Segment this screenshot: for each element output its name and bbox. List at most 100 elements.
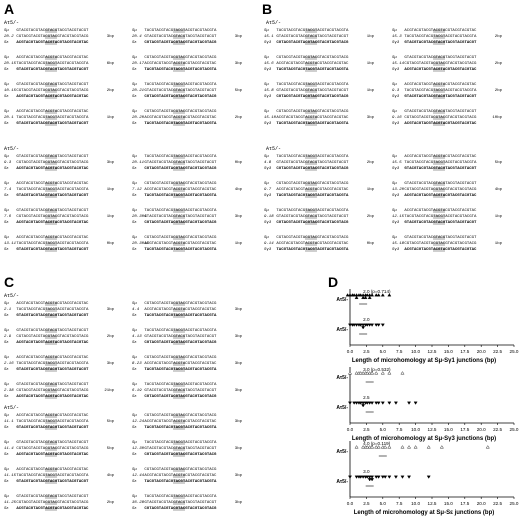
sequence-id: Sμ [4,329,9,333]
junction-block: Sμ GTACGTACGTACGTACGTACGTACGTACGT 20.2 CG… [4,28,114,48]
x-tick-label: 0.0 [347,427,354,432]
sequence-line: Sγ3 CGTACGTACGTACGTACGTACGTACGTACG [264,167,349,171]
sequence-id: Sε [4,194,9,198]
data-point [367,323,372,327]
group-label: Aτ5/- [336,405,348,411]
sequence-line: 15.1 GTACGTACGTACGTACGTACGTACGTACGT [264,35,349,39]
data-point [380,371,385,375]
sequence-line: Sε TACGTACGTACGTACGTACGTACGTACGTA [132,368,217,372]
sequence-line: Sε ACGTACGTACGTACGTACGTACGTACGTAC [4,395,89,399]
sequence-id: Sμ [4,356,9,360]
data-point [361,475,366,479]
microhomology-length: 3bp [106,35,114,39]
group-label-a2: Aτ5/- [4,146,20,152]
sequence-line: Sμ CGTACGTACGTACGTACGTACGTACGTACG [264,182,349,186]
sequence-line: Sε GTACGTACGTACGTACGTACGTACGTACGT [4,68,89,72]
sequence-line: 10.15 CGTACGTACGTACGTACGTACGTACGTACG [4,89,89,93]
junction-block: Sμ CGTACGTACGTACGTACGTACGTACGTACG 4.4 ACG… [132,301,242,321]
sequence-id: 20.15 [4,62,17,66]
sequence-line: 36.28 GTACGTACGTACGTACGTACGTACGTACGT [132,501,217,505]
x-tick-label: 2.5 [363,501,370,506]
junction-block: Sμ ACGTACGTACGTACGTACGTACGTACGTAC 9.3 TAC… [392,82,502,102]
sequence-line: Sμ CGTACGTACGTACGTACGTACGTACGTACG [132,182,217,186]
junction-block: Sμ CGTACGTACGTACGTACGTACGTACGTACG 20.17 A… [132,55,242,75]
sequence-id: 15.18 [392,242,405,246]
sequence-id: 15.14 [392,62,405,66]
sequence-id: 20.20 [132,116,145,120]
sequence-id: Sμ [264,182,269,186]
data-point [361,323,366,327]
sequence-line: 15.3 TACGTACGTACGTACGTACGTACGTACGTA [392,35,477,39]
sequence-line: 20.1 TACGTACGTACGTACGTACGTACGTACGTA [4,116,89,120]
microhomology-length: 5bp [106,447,114,451]
microhomology-length: 1bp [106,188,114,192]
microhomology-length: 0bp [106,242,114,246]
x-tick-label: 20.0 [477,427,486,432]
sequence-line: 15.6 ACGTACGTACGTACGTACGTACGTACGTAC [264,62,349,66]
sequence-line: Sγ3 TACGTACGTACGTACGTACGTACGTACGTA [264,122,349,126]
sequence-id: Sμ [4,495,9,499]
x-axis-title: Length of microhomology at Sμ-Sγ1 juncti… [352,358,496,364]
data-point [365,293,370,297]
data-point [374,371,379,375]
sequence-line: 9.14 ACGTACGTACGTACGTACGTACGTACGTAC [264,242,349,246]
sequence-id: Sγ3 [392,221,400,225]
data-point [354,323,359,327]
sequence-line: 2.38 CGTACGTACGTACGTACGTACGTACGTACG [4,389,89,393]
microhomology-length: 0bp [366,242,374,246]
x-tick-label: 15.0 [444,501,453,506]
x-tick-label: 17.5 [460,349,469,354]
sequence-id: Sγ3 [264,221,272,225]
junction-block: Sμ TACGTACGTACGTACGTACGTACGTACGTA 20.304 … [132,208,242,228]
microhomology-length: 2bp [494,62,502,66]
sequence-line: Sμ GTACGTACGTACGTACGTACGTACGTACGT [392,56,477,60]
data-point [361,371,366,375]
data-point [407,445,411,449]
sequence-id: Sμ [132,29,137,33]
data-point [374,323,379,327]
sequence-line: 11.1 TACGTACGTACGTACGTACGTACGTACGTA [4,420,89,424]
data-point [361,404,366,408]
data-point [361,401,366,405]
data-point [383,475,388,479]
data-point [358,371,363,375]
sequence-id: Sμ [4,209,9,213]
data-point [367,445,372,449]
x-tick-label: 5.0 [380,349,387,354]
data-point [400,445,405,449]
sequence-line: 7.6 CGTACGTACGTACGTACGTACGTACGTACG [4,215,89,219]
panel-c: C Aτ5/- Aτ5/- Sμ ACGTACGTACGTACGTACGTACG… [0,275,258,520]
data-point [348,323,352,327]
data-point [358,323,363,327]
data-point [358,293,363,297]
data-point [354,445,359,449]
junction-block: Sμ CGTACGTACGTACGTACGTACGTACGTACG 15.10 A… [264,109,374,129]
x-tick-label: 20.0 [477,501,486,506]
data-point [370,323,375,327]
junction-block: Sμ TACGTACGTACGTACGTACGTACGTACGTA 36.28 G… [132,494,242,514]
sequence-id: 6.19 [132,389,142,393]
sequence-id: 20.2 [4,35,14,39]
sequence-id: 2.16 [4,362,14,366]
microhomology-length: 3bp [234,35,242,39]
sequence-line: Sε GTACGTACGTACGTACGTACGTACGTACGT [4,314,89,318]
sequence-line: Sε TACGTACGTACGTACGTACGTACGTACGTA [132,480,217,484]
sequence-line: Sε CGTACGTACGTACGTACGTACGTACGTACG [132,395,217,399]
microhomology-length: 1bp [494,242,502,246]
sequence-line: Sμ GTACGTACGTACGTACGTACGTACGTACGT [4,209,89,213]
data-point [361,326,366,330]
sequence-line: Sγ3 ACGTACGTACGTACGTACGTACGTACGTAC [392,68,477,72]
sequence-line: Sγ3 TACGTACGTACGTACGTACGTACGTACGTA [264,194,349,198]
sequence-id: Sε [132,453,137,457]
junction-block: Sμ TACGTACGTACGTACGTACGTACGTACGTA 15.1 GT… [264,28,374,48]
x-tick-label: 12.5 [428,501,437,506]
data-point [387,445,392,449]
x-tick-label: 0.0 [347,501,354,506]
sequence-line: Sμ GTACGTACGTACGTACGTACGTACGTACGT [392,110,477,114]
sequence-id: Sμ [264,236,269,240]
data-point [361,295,366,299]
sequence-line: Sμ TACGTACGTACGTACGTACGTACGTACGTA [264,209,349,213]
microhomology-length: 3bp [234,335,242,339]
sequence-id: 20.11 [132,161,145,165]
sequence-id: 11.4 [4,447,14,451]
